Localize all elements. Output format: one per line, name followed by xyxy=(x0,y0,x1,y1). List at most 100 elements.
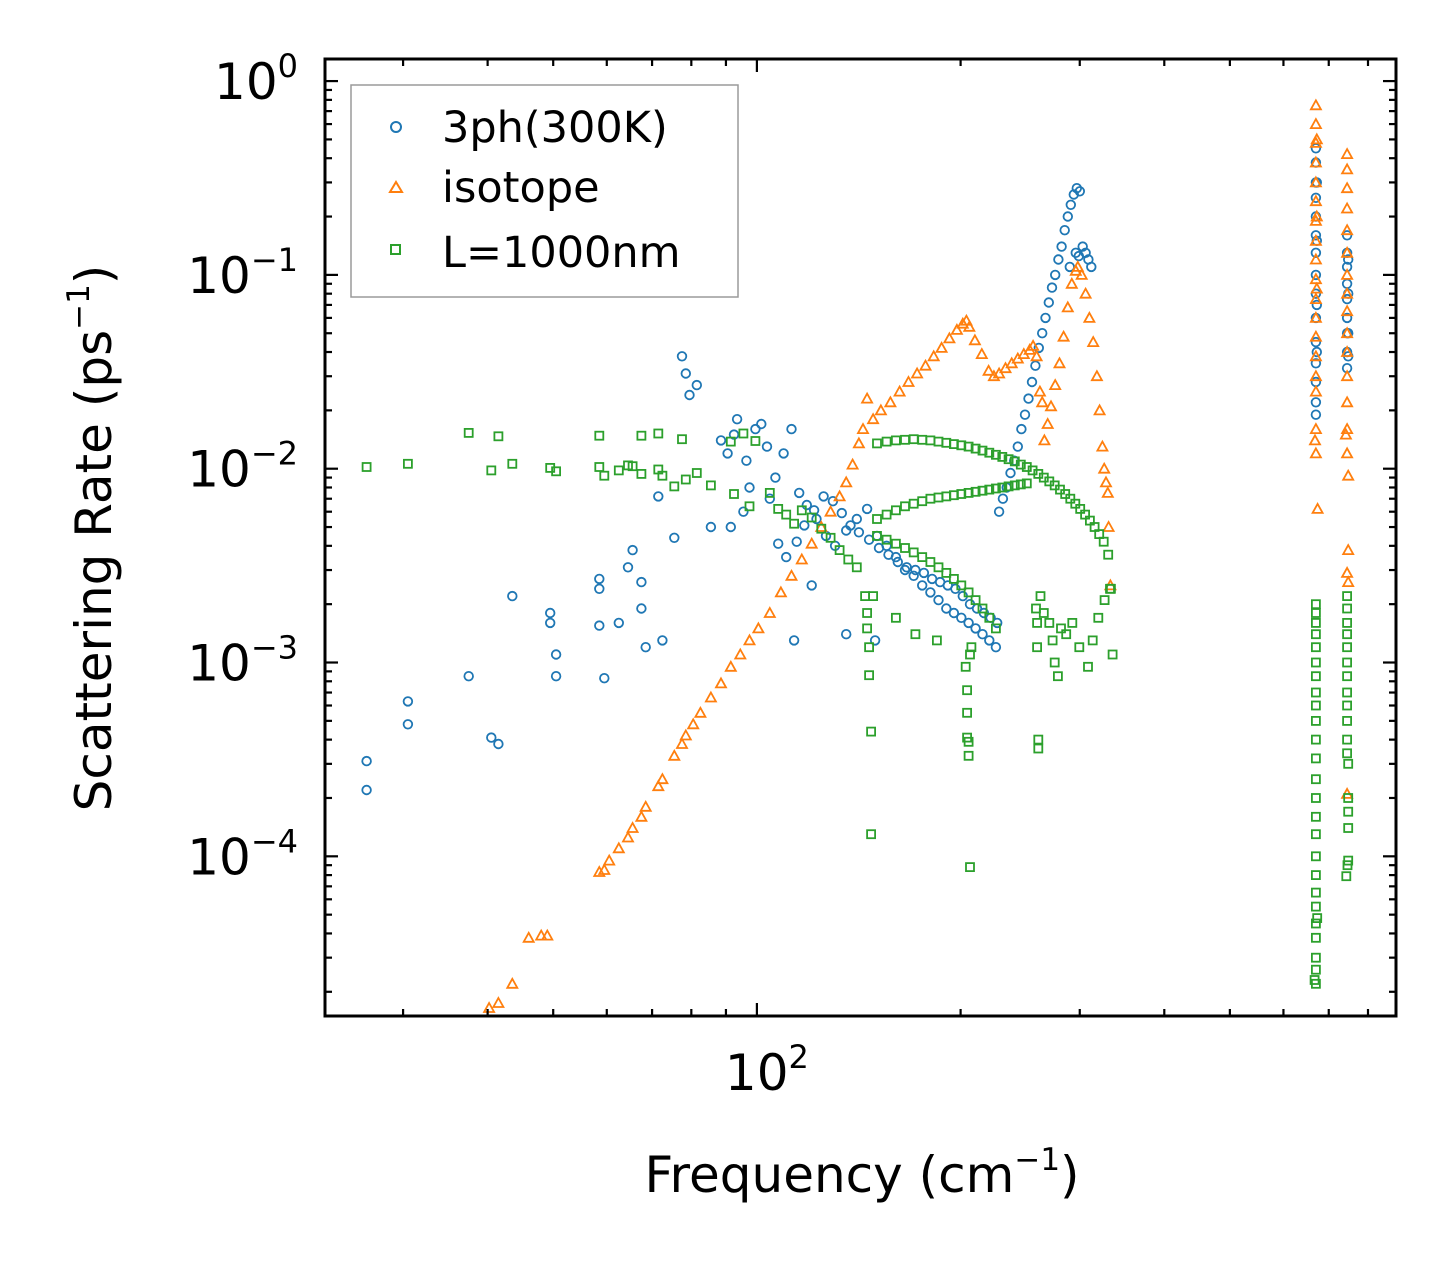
point-l1000nm xyxy=(984,484,995,495)
point-l1000nm xyxy=(1342,700,1352,711)
point-l1000nm xyxy=(599,470,610,481)
point-isotope xyxy=(833,489,847,502)
point-3ph xyxy=(657,635,668,646)
point-3ph xyxy=(1033,342,1045,354)
point-l1000nm xyxy=(1342,642,1352,653)
point-3ph xyxy=(806,580,817,591)
point-3ph xyxy=(486,732,497,743)
point-isotope xyxy=(901,375,916,387)
point-l1000nm xyxy=(1311,671,1321,682)
point-l1000nm xyxy=(977,485,988,496)
point-l1000nm xyxy=(900,501,910,512)
point-3ph xyxy=(1046,282,1058,293)
point-isotope xyxy=(1035,395,1049,408)
point-isotope xyxy=(1097,461,1111,474)
point-l1000nm xyxy=(908,434,919,445)
point-3ph xyxy=(627,544,638,556)
point-3ph xyxy=(941,603,952,614)
point-isotope xyxy=(935,341,949,353)
point-l1000nm xyxy=(1021,478,1032,489)
point-isotope xyxy=(1309,252,1323,265)
point-l1000nm xyxy=(864,642,874,653)
point-isotope xyxy=(1026,339,1040,351)
point-isotope xyxy=(1052,356,1067,369)
y-tick-label: 10−2 xyxy=(187,435,298,499)
point-3ph xyxy=(977,629,988,640)
legend-label-3ph: 3ph(300K) xyxy=(442,103,668,153)
point-l1000nm xyxy=(1015,479,1026,490)
point-isotope xyxy=(686,717,700,730)
point-isotope xyxy=(1340,201,1354,214)
point-l1000nm xyxy=(1309,975,1320,985)
point-3ph xyxy=(990,642,1002,653)
point-l1000nm xyxy=(851,562,862,573)
point-l1000nm xyxy=(750,436,761,446)
point-l1000nm xyxy=(1343,806,1354,817)
point-isotope xyxy=(1099,475,1113,488)
point-3ph xyxy=(925,587,936,598)
point-isotope xyxy=(592,865,606,877)
point-l1000nm xyxy=(1056,623,1066,634)
point-3ph xyxy=(873,542,885,554)
point-3ph xyxy=(1053,254,1064,265)
point-isotope xyxy=(1065,276,1079,289)
point-3ph xyxy=(883,549,894,560)
point-l1000nm xyxy=(806,512,817,523)
point-l1000nm xyxy=(1031,603,1041,614)
legend-label-l1000nm: L=1000nm xyxy=(442,228,681,278)
point-isotope xyxy=(982,363,996,376)
point-3ph xyxy=(722,448,733,459)
point-l1000nm xyxy=(891,538,901,549)
point-isotope xyxy=(1310,281,1324,294)
point-l1000nm xyxy=(594,462,605,472)
point-l1000nm xyxy=(872,438,882,449)
point-3ph xyxy=(613,617,625,629)
point-3ph xyxy=(794,487,805,499)
point-l1000nm xyxy=(1311,952,1321,963)
point-3ph xyxy=(992,617,1003,629)
y-axis-label: Scattering Rate (ps−1) xyxy=(61,265,123,812)
point-isotope xyxy=(1340,304,1354,317)
point-isotope xyxy=(1061,300,1075,313)
point-isotope xyxy=(987,369,1001,382)
point-isotope xyxy=(1308,433,1322,446)
legend-marker-3ph xyxy=(390,121,402,133)
point-l1000nm xyxy=(963,736,974,747)
point-isotope xyxy=(1309,311,1323,323)
point-l1000nm xyxy=(613,465,624,476)
point-l1000nm xyxy=(1342,629,1352,640)
point-3ph xyxy=(684,389,695,401)
point-3ph xyxy=(550,671,562,682)
point-isotope xyxy=(1041,417,1055,429)
point-l1000nm xyxy=(1311,642,1321,653)
point-isotope xyxy=(918,358,933,371)
point-3ph xyxy=(741,455,752,466)
point-3ph xyxy=(744,482,755,493)
point-isotope xyxy=(667,748,681,761)
point-l1000nm xyxy=(963,587,974,598)
point-3ph xyxy=(1074,186,1086,197)
point-l1000nm xyxy=(1311,618,1321,628)
point-3ph xyxy=(738,506,749,517)
point-isotope xyxy=(742,633,757,646)
point-3ph xyxy=(1040,312,1051,324)
point-l1000nm xyxy=(834,545,845,555)
point-l1000nm xyxy=(956,580,967,591)
point-isotope xyxy=(1340,326,1354,339)
point-l1000nm xyxy=(1067,618,1078,628)
point-isotope xyxy=(1339,427,1353,440)
point-3ph xyxy=(1049,269,1061,281)
point-3ph xyxy=(918,567,930,579)
point-isotope xyxy=(1340,566,1354,578)
point-l1000nm xyxy=(941,568,952,578)
point-isotope xyxy=(724,659,738,672)
point-l1000nm xyxy=(1311,629,1321,640)
point-l1000nm xyxy=(949,574,959,584)
point-l1000nm xyxy=(991,483,1001,494)
point-3ph xyxy=(801,499,813,511)
point-3ph xyxy=(764,493,776,504)
point-isotope xyxy=(714,676,728,689)
point-isotope xyxy=(534,928,548,941)
point-3ph xyxy=(594,620,605,631)
point-isotope xyxy=(1341,468,1355,481)
